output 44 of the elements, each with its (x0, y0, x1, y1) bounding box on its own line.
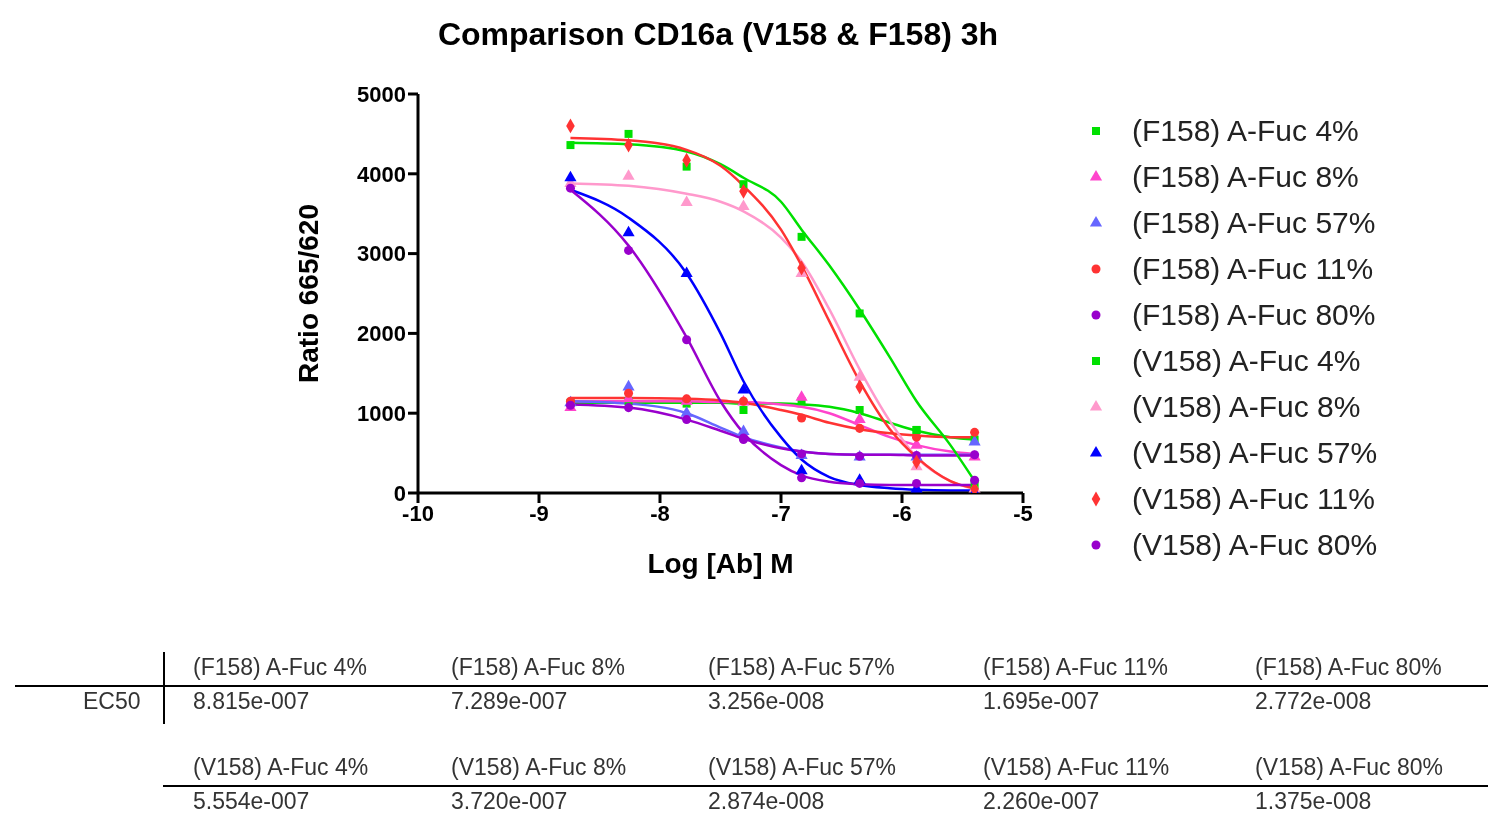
legend-label: (F158) A-Fuc 80% (1132, 298, 1376, 332)
text: (V158) A-Fuc 11% (983, 754, 1170, 781)
y-tick-label: 2000 (357, 321, 406, 347)
legend-label: (F158) A-Fuc 4% (1132, 114, 1359, 148)
text: 2.260e-007 (983, 788, 1100, 815)
x-tick-label: -6 (892, 500, 912, 526)
text: 8.815e-007 (193, 688, 310, 715)
text: 2.772e-008 (1255, 688, 1372, 715)
text: (F158) A-Fuc 57% (708, 654, 895, 681)
text: (F158) A-Fuc 11% (983, 654, 1168, 681)
text: 1.695e-007 (983, 688, 1100, 715)
x-tick-label: -7 (771, 500, 791, 526)
legend-label: (V158) A-Fuc 80% (1132, 528, 1378, 562)
x-tick-label: -8 (650, 500, 670, 526)
text: (F158) A-Fuc 4% (193, 654, 367, 681)
y-tick-label: 3000 (357, 241, 406, 267)
legend-label: (F158) A-Fuc 8% (1132, 160, 1359, 194)
text: 2.874e-008 (708, 788, 825, 815)
text: 5.554e-007 (193, 788, 310, 815)
text: 3.720e-007 (451, 788, 568, 815)
x-axis-title: Log [Ab] M (647, 548, 794, 579)
x-tick-label: -9 (529, 500, 549, 526)
legend-label: (V158) A-Fuc 8% (1132, 390, 1361, 424)
text: (F158) A-Fuc 8% (451, 654, 625, 681)
text: (V158) A-Fuc 8% (451, 754, 627, 781)
legend-label: (V158) A-Fuc 11% (1132, 482, 1375, 516)
text: (V158) A-Fuc 80% (1255, 754, 1443, 781)
text: 7.289e-007 (451, 688, 568, 715)
text: 3.256e-008 (708, 688, 825, 715)
text: (V158) A-Fuc 57% (708, 754, 896, 781)
text: (F158) A-Fuc 80% (1255, 654, 1442, 681)
y-tick-label: 4000 (357, 161, 406, 187)
y-tick-label: 5000 (357, 81, 406, 107)
x-tick-label: -5 (1013, 500, 1033, 526)
text: (V158) A-Fuc 4% (193, 754, 369, 781)
legend-label: (V158) A-Fuc 57% (1132, 436, 1378, 470)
legend-label: (F158) A-Fuc 11% (1132, 252, 1374, 286)
chart-title: Comparison CD16a (V158 & F158) 3h (436, 16, 1000, 53)
legend-label: (V158) A-Fuc 4% (1132, 344, 1361, 378)
y-tick-label: 1000 (357, 401, 406, 427)
text: 1.375e-008 (1255, 788, 1372, 815)
y-axis-title: Ratio 665/620 (292, 204, 324, 383)
text: EC50 (83, 688, 141, 715)
legend-label: (F158) A-Fuc 57% (1132, 206, 1376, 240)
